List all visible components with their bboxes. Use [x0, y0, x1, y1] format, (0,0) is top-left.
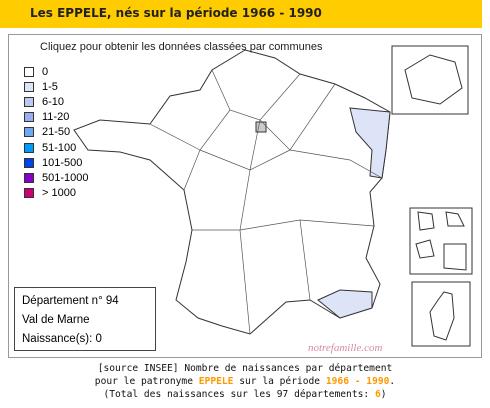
header: Les EPPELE, nés sur la période 1966 - 19…	[0, 0, 482, 28]
info-births: Naissance(s): 0	[22, 333, 102, 345]
legend-swatch	[24, 172, 34, 183]
footer: [source INSEE] Nombre de naissances par …	[0, 362, 490, 401]
text: sur la période	[239, 376, 321, 387]
legend-item: > 1000	[24, 186, 89, 201]
footer-line: [source INSEE] Nombre de naissances par …	[97, 363, 393, 374]
total: 6	[374, 389, 381, 400]
legend-item: 11-20	[24, 110, 89, 125]
legend-label: 6-10	[42, 95, 65, 108]
dom-shapes[interactable]	[415, 211, 467, 271]
footer-line: (Total des naissances sur les 97 départe…	[0, 388, 490, 401]
legend-label: 0	[42, 65, 49, 78]
legend-item: 21-50	[24, 125, 89, 140]
legend-swatch	[24, 66, 34, 77]
legend-label: > 1000	[42, 187, 76, 200]
text: pour le patronyme	[94, 376, 193, 387]
department-borders	[149, 69, 383, 335]
legend-item: 101-500	[24, 155, 89, 170]
info-department: Département n° 94	[22, 295, 119, 307]
paris-shape[interactable]	[404, 54, 463, 105]
legend-swatch	[24, 127, 34, 138]
legend-label: 21-50	[42, 126, 71, 139]
legend-label: 1-5	[42, 80, 58, 93]
legend-item: 0	[24, 64, 89, 79]
region-paris[interactable]	[255, 121, 267, 133]
legend-swatch	[24, 96, 34, 107]
legend-swatch	[24, 157, 34, 168]
legend-swatch	[24, 81, 34, 92]
legend-label: 11-20	[42, 111, 70, 124]
region-alsace[interactable]	[349, 107, 391, 179]
legend-swatch	[24, 188, 34, 199]
legend-item: 1-5	[24, 79, 89, 94]
corsica-shape[interactable]	[429, 291, 455, 341]
watermark: notrefamille.com	[308, 342, 383, 354]
period: 1966 - 1990	[325, 376, 390, 387]
info-box: Département n° 94 Val de Marne Naissance…	[14, 287, 156, 351]
legend-swatch	[24, 142, 34, 153]
legend-item: 6-10	[24, 94, 89, 109]
legend-label: 51-100	[42, 141, 77, 154]
map-box	[8, 34, 482, 358]
title: Les EPPELE, nés sur la période 1966 - 19…	[30, 6, 322, 20]
footer-line: pour le patronyme EPPELE sur la période …	[0, 375, 490, 388]
inset-corsica[interactable]	[411, 281, 471, 347]
text: )	[380, 389, 387, 400]
text: (Total des naissances sur les 97 départe…	[103, 389, 370, 400]
inset-dom[interactable]	[409, 207, 473, 275]
legend: 0 1-5 6-10 11-20 21-50 51-100 101-500 501-1000 >…	[24, 64, 89, 201]
surname: EPPELE	[198, 376, 234, 387]
info-name: Val de Marne	[22, 314, 90, 326]
legend-label: 501-1000	[42, 171, 89, 184]
legend-item: 501-1000	[24, 170, 89, 185]
region-provence[interactable]	[317, 289, 373, 319]
inset-paris[interactable]	[391, 45, 469, 115]
legend-item: 51-100	[24, 140, 89, 155]
legend-label: 101-500	[42, 156, 83, 169]
text: .	[389, 376, 396, 387]
instruction: Cliquez pour obtenir les données classée…	[40, 41, 323, 53]
legend-swatch	[24, 112, 34, 123]
